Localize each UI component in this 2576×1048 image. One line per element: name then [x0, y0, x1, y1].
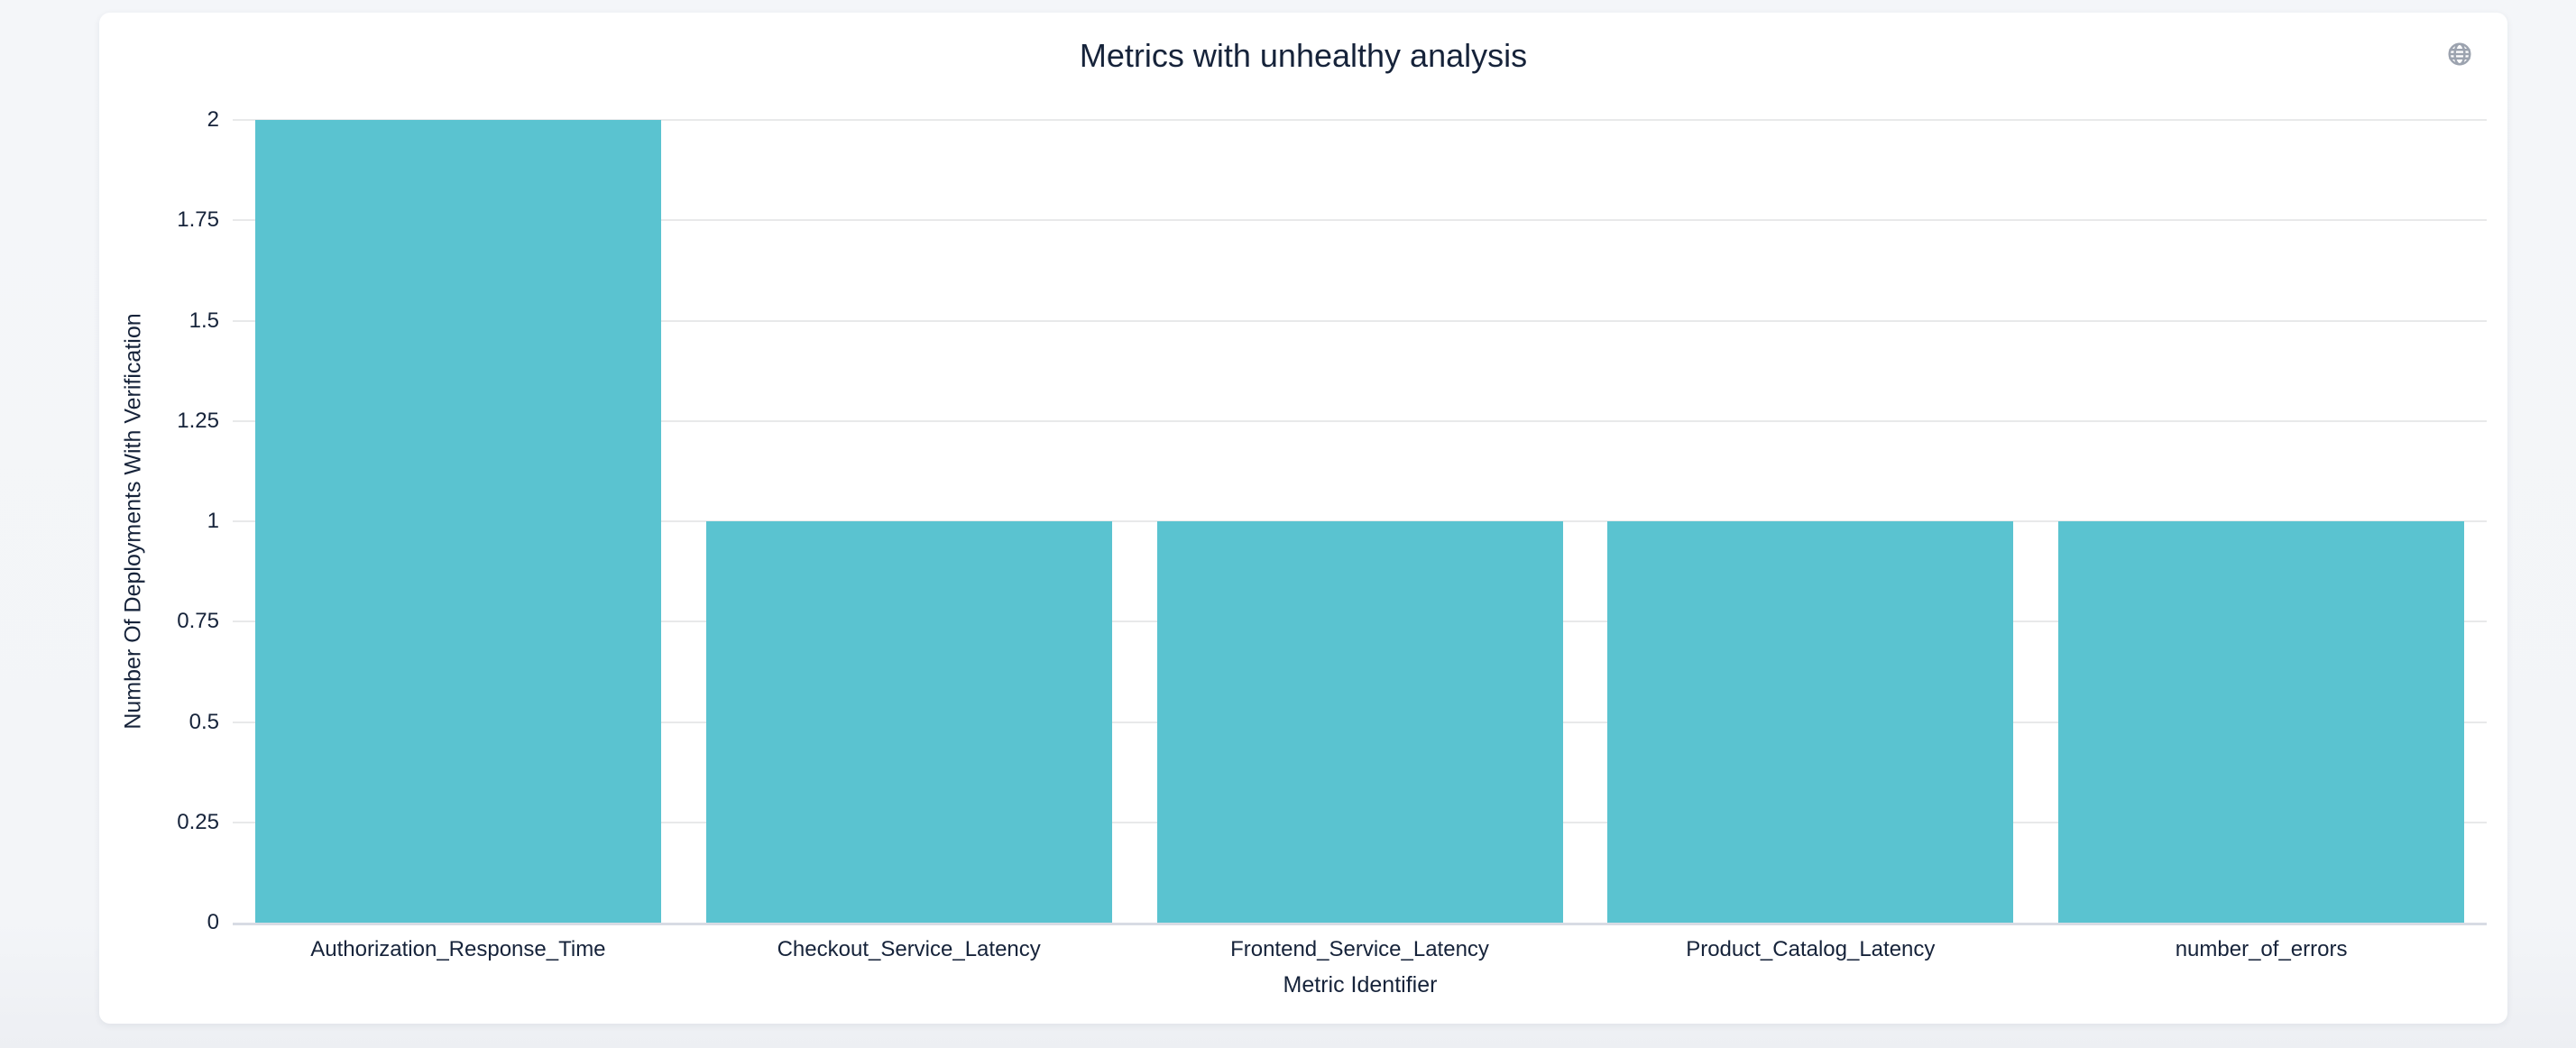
x-tick-label: Product_Catalog_Latency	[1686, 937, 1936, 961]
bar-Product_Catalog_Latency[interactable]	[1607, 521, 2014, 923]
x-axis-title: Metric Identifier	[1283, 972, 1438, 997]
bar-Authorization_Response_Time[interactable]	[254, 120, 661, 923]
gridline	[233, 219, 2487, 222]
x-tick-label: Checkout_Service_Latency	[777, 937, 1041, 961]
y-tick-label: 2	[207, 107, 219, 132]
x-tick-label: number_of_errors	[2175, 937, 2348, 961]
gridline	[233, 419, 2487, 422]
y-tick-label: 0.25	[177, 809, 219, 834]
gridline	[233, 119, 2487, 121]
bar-number_of_errors[interactable]	[2058, 521, 2465, 923]
y-tick-label: 0.5	[189, 709, 219, 734]
x-tick-label: Authorization_Response_Time	[310, 937, 606, 961]
globe-icon[interactable]	[2446, 41, 2473, 68]
bar-Checkout_Service_Latency[interactable]	[705, 521, 1112, 923]
x-axis-line	[233, 923, 2487, 925]
y-tick-label: 0	[207, 910, 219, 934]
y-tick-label: 1.25	[177, 408, 219, 433]
y-tick-label: 1.75	[177, 207, 219, 233]
bar-Frontend_Service_Latency[interactable]	[1156, 521, 1563, 923]
y-tick-label: 0.75	[177, 609, 219, 634]
chart-card: Metrics with unhealthy analysis Number O…	[99, 13, 2507, 1024]
y-tick-label: 1	[207, 509, 219, 533]
y-tick-label: 1.5	[189, 308, 219, 333]
chart-title: Metrics with unhealthy analysis	[1079, 37, 1528, 74]
gridline	[233, 319, 2487, 322]
x-tick-label: Frontend_Service_Latency	[1230, 937, 1489, 961]
bar-chart-plot: Number Of Deployments With Verification …	[99, 13, 2507, 1024]
